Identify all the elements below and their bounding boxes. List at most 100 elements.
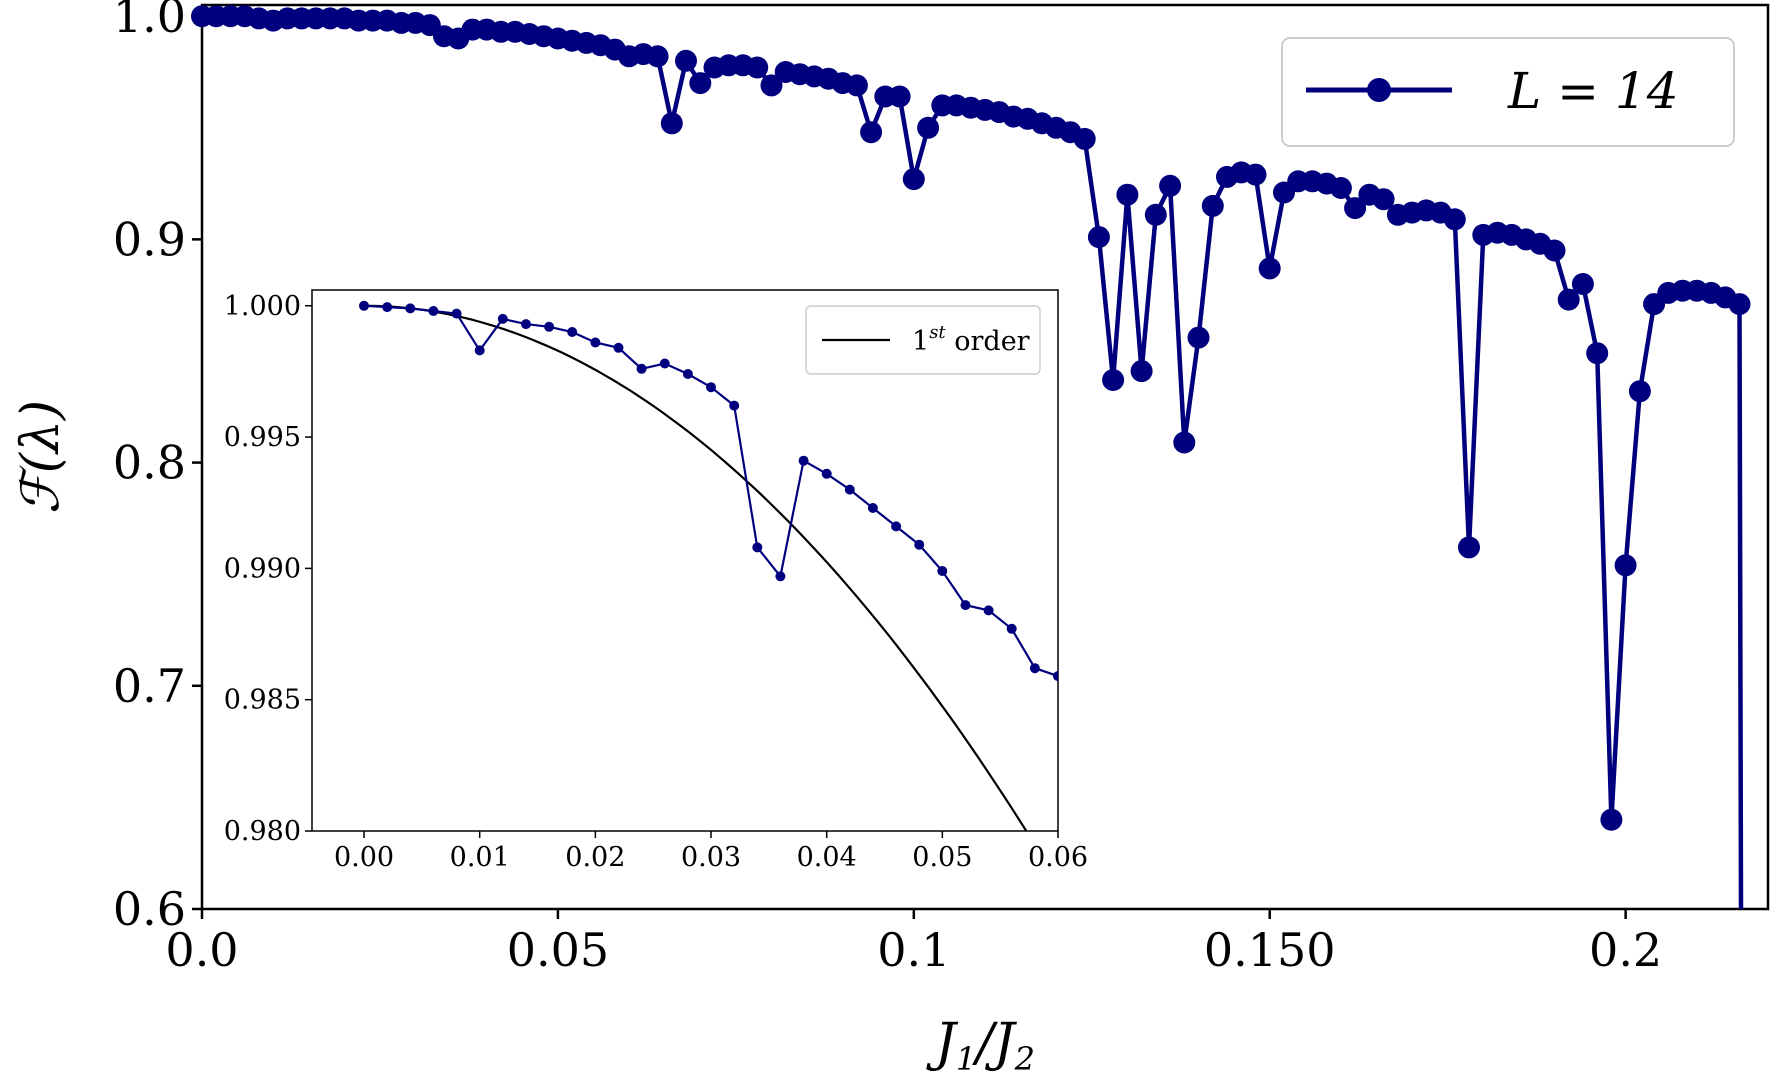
- inset-data-point: [451, 308, 462, 319]
- main-data-point: [860, 121, 883, 144]
- main-data-point: [1344, 197, 1367, 220]
- main-series-l14: [191, 5, 1751, 910]
- inset-data-point: [590, 337, 601, 348]
- inset-data-point: [867, 503, 878, 513]
- inset-legend: 1st order: [805, 305, 1041, 375]
- main-y-tick-label: 0.8: [113, 436, 186, 490]
- inset-x-tick-label: 0.04: [797, 842, 857, 873]
- inset-legend-label: 1st order: [912, 322, 1030, 357]
- main-legend: L = 14: [1281, 37, 1735, 147]
- main-data-point: [1144, 203, 1167, 226]
- main-y-tick-label: 0.9: [113, 212, 186, 266]
- inset-data-point: [1029, 663, 1040, 674]
- main-data-point: [1728, 293, 1751, 316]
- inset-data-point: [359, 300, 369, 311]
- inset-x-tick-label: 0.06: [1028, 842, 1088, 873]
- main-data-point: [646, 45, 669, 68]
- main-data-point: [746, 56, 769, 79]
- main-data-point: [1600, 808, 1623, 831]
- main-data-point: [1187, 326, 1210, 349]
- main-y-axis-label: ℱ(λ): [11, 400, 71, 514]
- main-data-point: [917, 116, 940, 139]
- main-x-tick-label: 0.2: [1589, 923, 1662, 977]
- main-data-point: [1614, 554, 1637, 577]
- main-data-point: [1244, 163, 1267, 186]
- main-data-point: [1557, 288, 1580, 311]
- main-data-point: [1102, 369, 1125, 391]
- inset-data-point: [798, 455, 809, 466]
- main-data-point: [1586, 342, 1609, 365]
- inset-x-tick-label: 0.01: [450, 842, 510, 873]
- main-y-tick-label: 0.7: [113, 659, 186, 713]
- inset-data-point: [567, 327, 578, 337]
- main-data-point: [1628, 380, 1651, 403]
- inset-data-point: [914, 539, 925, 550]
- inset-data-point: [844, 484, 855, 495]
- main-y-tick-label: 1.0: [113, 0, 186, 43]
- inset-data-point: [474, 345, 485, 356]
- main-data-point: [1201, 194, 1224, 217]
- inset-data-point: [821, 468, 832, 479]
- main-axis-ticks: 0.0 0.05 0.1 0.150 0.2 0.6 0.7 0.8 0.9 1.0: [113, 0, 1662, 977]
- inset-y-tick-label: 0.980: [224, 816, 301, 847]
- inset-y-tick-label: 0.985: [224, 685, 301, 716]
- main-data-point: [1372, 188, 1395, 211]
- main-x-tick-label: 0.150: [1204, 923, 1336, 977]
- main-x-tick-label: 0.1: [877, 923, 950, 977]
- main-legend-marker: [1367, 78, 1391, 102]
- main-data-point: [1130, 360, 1153, 383]
- inset-x-tick-label: 0.00: [334, 842, 394, 873]
- inset-first-order-line: [364, 304, 1028, 831]
- inset-data-point: [775, 571, 786, 582]
- inset-data-point: [1006, 623, 1017, 634]
- main-y-tick-label: 0.6: [113, 882, 186, 936]
- inset-data-point: [937, 566, 948, 576]
- inset-data-point: [891, 521, 902, 532]
- main-data-point: [1571, 273, 1594, 295]
- main-data-point: [1087, 226, 1110, 249]
- main-x-axis-label: J1/J2: [926, 1013, 1035, 1071]
- inset-x-tick-label: 0.03: [681, 842, 741, 873]
- inset-legend-box: [805, 305, 1041, 375]
- main-data-point: [1543, 239, 1566, 262]
- main-data-point: [1443, 208, 1466, 231]
- inset-data-point: [729, 400, 740, 411]
- inset-data-point: [613, 342, 624, 353]
- main-data-point: [1173, 431, 1196, 454]
- inset-data-point: [682, 369, 693, 379]
- inset-data-point: [428, 306, 439, 316]
- main-legend-box: [1281, 37, 1735, 147]
- main-data-point: [1458, 536, 1480, 559]
- main-data-point: [845, 74, 868, 97]
- inset-data-series: [359, 300, 1058, 682]
- main-data-point: [1258, 257, 1281, 280]
- main-data-point: [1116, 183, 1139, 206]
- inset-chart: 0.00 0.01 0.02 0.03 0.04 0.05 0.06 0.980 0.985 0.…: [224, 289, 1088, 873]
- inset-data-point: [752, 542, 763, 553]
- main-data-point: [660, 112, 683, 135]
- inset-y-tick-label: 1.000: [224, 291, 301, 322]
- inset-data-point: [636, 363, 647, 374]
- inset-y-tick-label: 0.995: [224, 422, 301, 453]
- inset-data-point: [382, 302, 393, 313]
- inset-data-point: [706, 382, 716, 393]
- inset-data-point: [544, 321, 555, 332]
- inset-data-point: [960, 600, 971, 611]
- inset-data-point: [1053, 671, 1058, 682]
- main-data-point: [902, 168, 925, 191]
- main-data-point: [1073, 127, 1096, 150]
- inset-y-tick-label: 0.990: [224, 553, 301, 584]
- main-data-point: [1329, 177, 1352, 199]
- main-data-point: [1159, 174, 1182, 197]
- inset-data-point: [659, 358, 670, 369]
- inset-data-point: [497, 313, 508, 324]
- main-data-point: [689, 72, 712, 95]
- main-legend-label: L = 14: [1507, 62, 1679, 120]
- inset-x-tick-label: 0.02: [565, 842, 625, 873]
- inset-data-point: [521, 319, 531, 330]
- main-data-point: [760, 74, 783, 97]
- main-data-point: [675, 49, 697, 72]
- inset-data-point: [983, 605, 994, 616]
- main-x-tick-label: 0.0: [165, 923, 238, 977]
